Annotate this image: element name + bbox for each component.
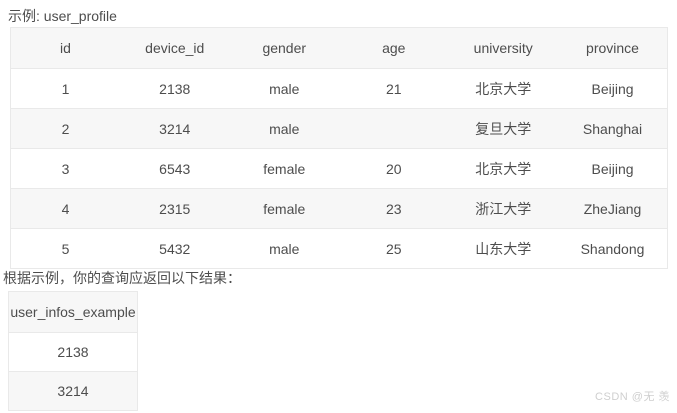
example-table-label: 示例: user_profile [8, 8, 117, 24]
table-cell: 6543 [120, 148, 230, 189]
table-cell: 2 [10, 108, 120, 149]
table-row: 4 2315 female 23 浙江大学 ZheJiang [10, 188, 668, 229]
expected-result-table: user_infos_example 2138 3214 [8, 291, 138, 411]
table-cell: 5432 [120, 228, 230, 269]
table-cell: Beijing [558, 148, 668, 189]
column-header: province [558, 27, 668, 69]
expected-result-table-header: user_infos_example [8, 291, 138, 333]
table-cell: ZheJiang [558, 188, 668, 229]
csdn-watermark: CSDN @无 羡 [595, 391, 670, 403]
table-row: 1 2138 male 21 北京大学 Beijing [10, 68, 668, 109]
table-cell: 复旦大学 [448, 108, 558, 149]
table-cell: 3 [10, 148, 120, 189]
expected-result-label: 根据示例，你的查询应返回以下结果： [3, 270, 241, 286]
table-cell: 3214 [120, 108, 230, 149]
table-cell: 山东大学 [448, 228, 558, 269]
table-cell: 5 [10, 228, 120, 269]
expected-result-table-body: 2138 3214 [8, 332, 138, 411]
table-cell: 20 [339, 148, 449, 189]
table-cell: 21 [339, 68, 449, 109]
user-profile-table: id device_id gender age university province 1… [10, 27, 668, 269]
table-header-row: id device_id gender age university province [10, 27, 668, 69]
table-cell: 2138 [8, 332, 138, 372]
table-cell: 北京大学 [448, 68, 558, 109]
table-cell: 25 [339, 228, 449, 269]
table-cell: male [229, 108, 339, 149]
table-row: 2138 [8, 332, 138, 372]
table-row: 3214 [8, 371, 138, 411]
column-header: university [448, 27, 558, 69]
table-cell: 3214 [8, 371, 138, 411]
user-profile-table-body: 1 2138 male 21 北京大学 Beijing 2 3214 male 复旦大学 Shang… [10, 68, 668, 269]
table-row: 5 5432 male 25 山东大学 Shandong [10, 228, 668, 269]
column-header: gender [229, 27, 339, 69]
table-cell: male [229, 228, 339, 269]
column-header: device_id [120, 27, 230, 69]
table-cell: female [229, 148, 339, 189]
table-cell: Shanghai [558, 108, 668, 149]
column-header: user_infos_example [8, 291, 138, 333]
table-cell: female [229, 188, 339, 229]
table-cell [339, 108, 449, 149]
column-header: id [10, 27, 120, 69]
table-cell: 浙江大学 [448, 188, 558, 229]
table-cell: Shandong [558, 228, 668, 269]
column-header: age [339, 27, 449, 69]
table-cell: 2138 [120, 68, 230, 109]
user-profile-table-header: id device_id gender age university province [10, 27, 668, 69]
table-cell: 4 [10, 188, 120, 229]
table-cell: 北京大学 [448, 148, 558, 189]
table-cell: 1 [10, 68, 120, 109]
table-header-row: user_infos_example [8, 291, 138, 333]
table-cell: male [229, 68, 339, 109]
table-row: 2 3214 male 复旦大学 Shanghai [10, 108, 668, 149]
table-cell: 2315 [120, 188, 230, 229]
table-cell: 23 [339, 188, 449, 229]
table-row: 3 6543 female 20 北京大学 Beijing [10, 148, 668, 189]
table-cell: Beijing [558, 68, 668, 109]
